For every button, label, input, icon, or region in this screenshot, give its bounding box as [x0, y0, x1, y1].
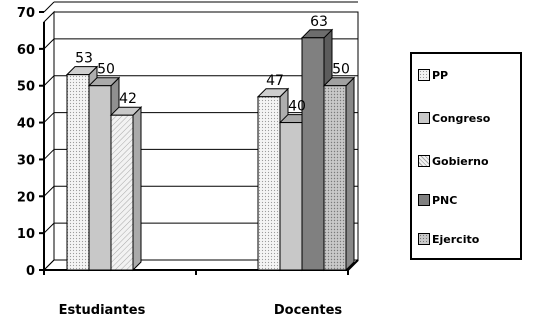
bar-pnc: [301, 37, 325, 271]
gridline-depth: [43, 185, 55, 197]
data-label-pnc: 63: [310, 14, 328, 30]
legend-swatch-gobierno: [418, 155, 430, 167]
y-tick-label: 70: [17, 6, 35, 21]
x-axis-depth: [347, 259, 359, 271]
legend-item-pnc: PNC: [418, 193, 457, 207]
legend-swatch-pnc: [418, 194, 430, 206]
legend-item-ejercito: Ejercito: [418, 232, 479, 246]
y-tick-label: 40: [17, 117, 35, 132]
bar-gobierno: [110, 114, 134, 271]
gridline-depth: [43, 222, 55, 234]
gridline-depth: [43, 38, 55, 50]
bar-congreso: [88, 85, 112, 271]
y-tick-label: 20: [17, 190, 35, 205]
gridline-depth: [43, 259, 55, 271]
legend-label-gobierno: Gobierno: [432, 154, 489, 168]
data-label-congreso: 50: [97, 62, 115, 78]
category-label-0: Estudiantes: [59, 303, 146, 318]
legend-label-ejercito: Ejercito: [432, 232, 480, 246]
data-label-gobierno: 42: [119, 91, 137, 107]
bar-side-ejercito: [345, 76, 355, 272]
y-tick-label: 0: [26, 264, 35, 279]
gridline-depth: [43, 149, 55, 160]
legend-label-pp: PP: [432, 68, 449, 82]
legend-label-pnc: PNC: [432, 193, 458, 207]
legend-swatch-pp: [418, 69, 430, 81]
data-label-pp: 53: [75, 51, 93, 67]
category-label-1: Docentes: [274, 303, 343, 318]
bar-congreso: [279, 122, 303, 271]
legend-swatch-congreso: [418, 112, 430, 124]
bars: [65, 28, 356, 272]
data-label-ejercito: 50: [332, 62, 350, 78]
x-categories: Estudiantes Docentes: [59, 303, 343, 318]
legend-label-congreso: Congreso: [432, 111, 491, 125]
bar-pp: [66, 74, 90, 271]
bar-ejercito: [323, 85, 347, 271]
bar-pp: [257, 96, 281, 271]
data-label-congreso: 40: [288, 99, 306, 115]
legend-item-pp: PP: [418, 68, 448, 82]
legend-item-congreso: Congreso: [418, 111, 490, 125]
gridline-depth: [43, 75, 55, 87]
data-label-pp: 47: [266, 73, 284, 89]
y-tick-label: 50: [17, 80, 35, 95]
legend-swatch-ejercito: [418, 233, 430, 245]
y-tick-label: 10: [17, 227, 35, 242]
y-tick-label: 30: [17, 153, 35, 168]
legend: PP Congreso Gobierno PNC Ejercito: [410, 52, 522, 260]
gridline-depth: [43, 112, 55, 123]
gridline-depth: [43, 1, 55, 13]
y-ticks: 0 10 20 30 40 50 60 70: [17, 6, 349, 279]
y-tick-label: 60: [17, 43, 35, 58]
bar-side-gobierno: [132, 105, 142, 272]
legend-item-gobierno: Gobierno: [418, 154, 489, 168]
